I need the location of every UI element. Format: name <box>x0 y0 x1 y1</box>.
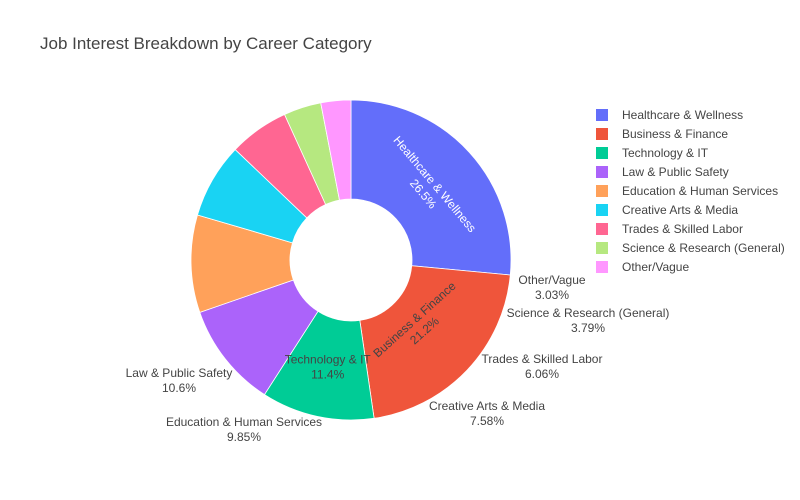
slice-label-name: Technology & IT <box>285 353 372 367</box>
chart-title: Job Interest Breakdown by Career Categor… <box>40 34 372 53</box>
legend-swatch <box>596 165 608 178</box>
legend-swatch <box>596 203 608 216</box>
slice-label-education-human-services: Education & Human Services 9.85% <box>166 415 322 444</box>
slice-label-law-public-safety: Law & Public Safety 10.6% <box>126 366 233 395</box>
legend-item-law-public-safety[interactable]: Law & Public Safety <box>596 162 785 181</box>
legend-swatch <box>596 260 608 273</box>
slice-label-name: Trades & Skilled Labor <box>482 352 603 366</box>
legend-swatch <box>596 146 608 159</box>
slice-label-name: Creative Arts & Media <box>429 399 545 413</box>
legend-swatch <box>596 184 608 197</box>
slice-label-percent: 11.4% <box>311 368 344 382</box>
legend-item-science-research-general[interactable]: Science & Research (General) <box>596 238 785 257</box>
legend-label: Education & Human Services <box>622 183 779 198</box>
slice-label-percent: 3.79% <box>571 321 605 335</box>
legend-label: Business & Finance <box>622 126 729 141</box>
legend-label: Healthcare & Wellness <box>622 107 744 122</box>
slice-label-name: Science & Research (General) <box>507 306 670 320</box>
slice-healthcare-wellness[interactable] <box>350 99 512 276</box>
legend-item-technology-it[interactable]: Technology & IT <box>596 143 785 162</box>
slice-business-finance[interactable] <box>359 265 511 419</box>
slice-label-name: Education & Human Services <box>166 415 322 429</box>
legend-swatch <box>596 222 608 235</box>
slice-label-percent: 10.6% <box>162 381 196 395</box>
slice-label-percent: 7.58% <box>470 414 504 428</box>
slice-label-other-vague: Other/Vague 3.03% <box>518 273 585 302</box>
legend-item-creative-arts-media[interactable]: Creative Arts & Media <box>596 200 785 219</box>
slice-label-name: Other/Vague <box>518 273 585 287</box>
legend-item-trades-skilled-labor[interactable]: Trades & Skilled Labor <box>596 219 785 238</box>
legend-swatch <box>596 127 608 140</box>
slice-label-creative-arts-media: Creative Arts & Media 7.58% <box>429 399 545 428</box>
legend-item-healthcare-wellness[interactable]: Healthcare & Wellness <box>596 105 785 124</box>
slice-other-vague[interactable] <box>320 99 352 201</box>
slice-label-science-research-general: Science & Research (General) 3.79% <box>507 306 670 335</box>
legend-label: Technology & IT <box>622 145 709 160</box>
slice-label-percent: 6.06% <box>525 367 559 381</box>
legend-label: Creative Arts & Media <box>622 202 739 217</box>
legend-item-business-finance[interactable]: Business & Finance <box>596 124 785 143</box>
legend-item-other-vague[interactable]: Other/Vague <box>596 257 785 276</box>
legend-label: Law & Public Safety <box>622 164 729 179</box>
slice-label-percent: 3.03% <box>535 288 569 302</box>
legend-swatch <box>596 108 608 121</box>
slice-label-technology-it: Technology & IT 11.4% <box>285 353 372 382</box>
legend: Healthcare & Wellness Business & Finance T… <box>596 105 785 276</box>
legend-label: Trades & Skilled Labor <box>622 221 743 236</box>
legend-label: Other/Vague <box>622 259 690 274</box>
slice-label-trades-skilled-labor: Trades & Skilled Labor 6.06% <box>482 352 603 381</box>
legend-label: Science & Research (General) <box>622 240 785 255</box>
slice-label-percent: 9.85% <box>227 430 261 444</box>
legend-swatch <box>596 241 608 254</box>
legend-item-education-human-services[interactable]: Education & Human Services <box>596 181 785 200</box>
slice-label-name: Law & Public Safety <box>126 366 233 380</box>
